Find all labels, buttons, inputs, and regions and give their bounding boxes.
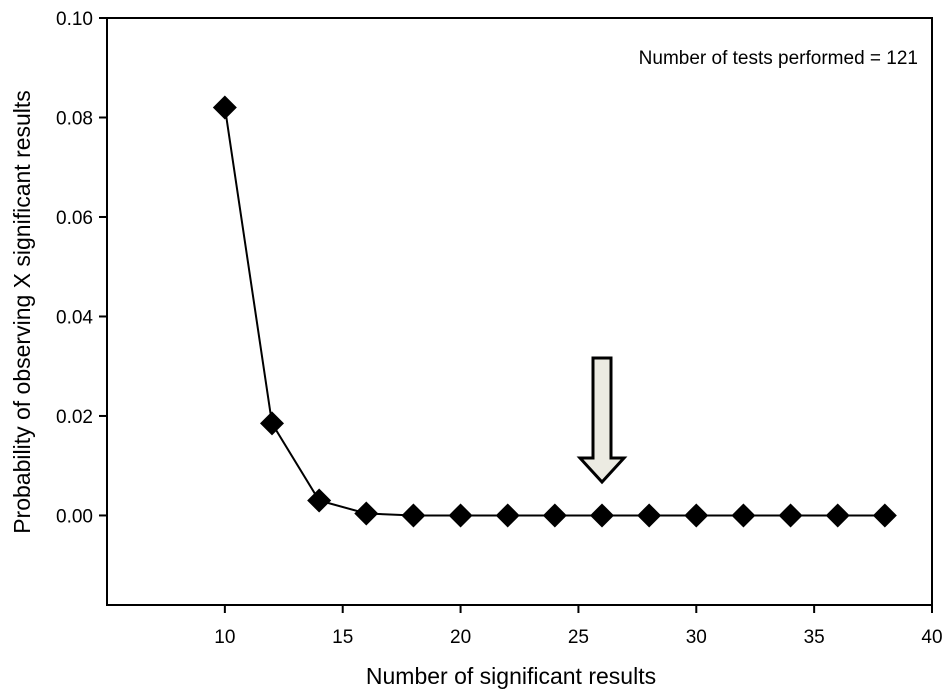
data-point-marker [778, 503, 803, 528]
data-point-marker [872, 503, 897, 528]
x-tick-label: 40 [921, 627, 942, 648]
y-tick-label: 0.02 [56, 407, 93, 428]
data-point-marker [260, 411, 284, 436]
y-tick-label: 0.08 [56, 108, 93, 129]
data-point-marker [825, 503, 850, 528]
y-tick-label: 0.04 [56, 307, 93, 328]
data-point-marker [684, 503, 709, 528]
data-point-marker [731, 503, 756, 528]
x-axis-title: Number of significant results [366, 663, 656, 689]
down-arrow-icon [576, 356, 628, 485]
y-tick-label: 0.06 [56, 208, 93, 229]
data-point-marker [542, 503, 567, 528]
data-point-marker [354, 501, 379, 526]
y-tick-label: 0.10 [56, 9, 93, 30]
x-tick-label: 20 [450, 627, 471, 648]
x-tick-label: 30 [686, 627, 707, 648]
annotation-text: Number of tests performed = 121 [639, 48, 918, 69]
data-point-marker [637, 503, 662, 528]
plot-frame [106, 17, 933, 606]
data-point-marker [590, 503, 614, 528]
x-tick-label: 15 [332, 627, 353, 648]
x-tick-label: 10 [214, 627, 235, 648]
data-point-marker [307, 488, 332, 513]
x-tick-label: 35 [804, 627, 825, 648]
data-point-marker [401, 503, 426, 528]
x-tick-label: 25 [568, 627, 589, 648]
y-axis-title: Probability of observing X significant r… [9, 90, 35, 534]
series-line [223, 107, 885, 517]
y-tick-label: 0.00 [56, 506, 93, 527]
data-point-marker [212, 95, 237, 120]
data-point-marker [495, 503, 520, 528]
data-point-marker [448, 503, 473, 528]
